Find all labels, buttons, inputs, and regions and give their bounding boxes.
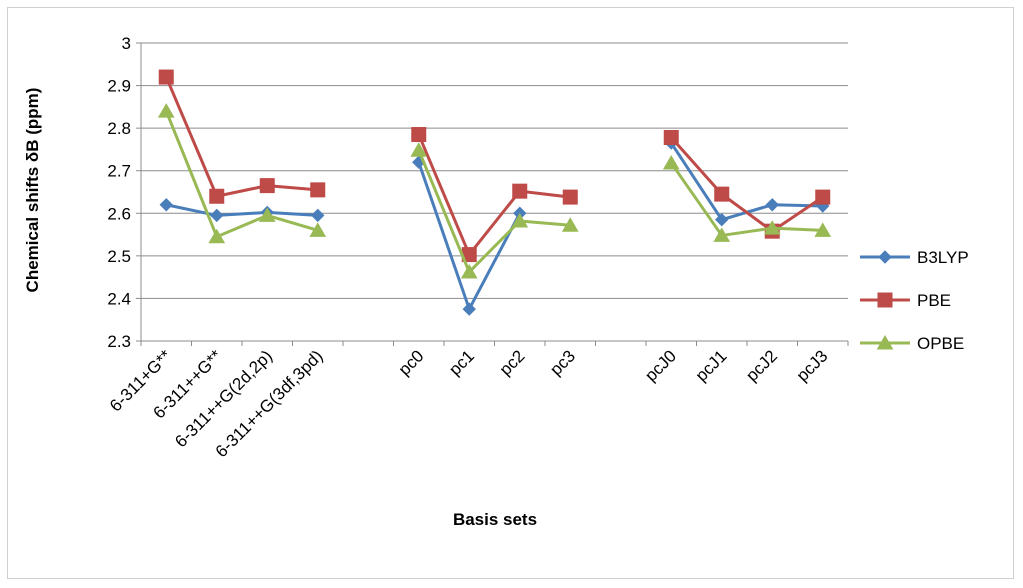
- data-point: [258, 207, 276, 222]
- series-line: [164, 76, 318, 198]
- series-b3lyp: [159, 136, 830, 316]
- data-point: [410, 142, 428, 157]
- data-point: [309, 222, 327, 237]
- x-tick-label: pcJ2: [742, 346, 781, 385]
- data-point: [310, 182, 326, 198]
- data-point: [765, 198, 779, 212]
- series-lines: [157, 69, 832, 316]
- data-point: [159, 198, 173, 212]
- data-point: [210, 208, 224, 223]
- y-tick-label: 2.3: [107, 332, 131, 351]
- x-tick-label: pc3: [546, 346, 579, 379]
- data-point: [814, 222, 832, 237]
- legend-item-pbe: PBE: [860, 291, 951, 310]
- legend-label: OPBE: [917, 334, 964, 353]
- data-point: [158, 69, 174, 85]
- data-point: [259, 178, 275, 194]
- data-point: [208, 228, 226, 244]
- series-line: [669, 142, 823, 222]
- series-opbe: [157, 103, 832, 279]
- legend: B3LYP PBE OPBE: [860, 248, 969, 353]
- series-line: [417, 149, 571, 274]
- data-point: [311, 208, 325, 223]
- x-tick-label: pcJ1: [692, 346, 731, 385]
- x-tick-label: pc2: [496, 346, 529, 379]
- y-tick-label: 2.6: [107, 204, 131, 223]
- data-point: [157, 103, 175, 118]
- data-point: [715, 212, 729, 227]
- data-point: [562, 189, 578, 205]
- x-tick-label: pc1: [445, 346, 478, 379]
- y-tick-label: 2.4: [107, 289, 131, 308]
- data-point: [714, 186, 730, 202]
- y-tick-label: 2.8: [107, 119, 131, 138]
- gridlines: [141, 42, 848, 299]
- y-tick-label: 2.7: [107, 162, 131, 181]
- legend-marker: [877, 292, 893, 308]
- series-line: [417, 133, 571, 257]
- data-point: [462, 302, 476, 316]
- legend-marker: [878, 250, 892, 264]
- x-axis-title: Basis sets: [453, 510, 537, 529]
- chart-frame: [7, 7, 1014, 579]
- data-point: [511, 212, 529, 228]
- legend-marker: [876, 334, 894, 350]
- data-point: [460, 264, 478, 279]
- data-point: [815, 189, 831, 205]
- y-tick-label: 3: [122, 34, 131, 53]
- series-line: [670, 162, 823, 237]
- legend-item-opbe: OPBE: [860, 334, 964, 353]
- data-point: [662, 155, 680, 170]
- x-tick-label: pcJ0: [641, 346, 680, 385]
- x-tick-label: pcJ3: [793, 346, 832, 385]
- data-point: [713, 227, 731, 242]
- data-point: [512, 183, 528, 199]
- y-axis-title: Chemical shifts δB (ppm): [23, 88, 42, 293]
- x-tick-label: pc0: [395, 346, 428, 379]
- legend-item-b3lyp: B3LYP: [860, 248, 969, 267]
- axes: [136, 42, 849, 346]
- series-line: [164, 110, 319, 239]
- data-point: [763, 220, 781, 235]
- data-point: [561, 217, 579, 232]
- series-line: [670, 136, 824, 233]
- legend-label: B3LYP: [917, 248, 969, 267]
- data-point: [209, 188, 225, 204]
- data-point: [411, 127, 427, 143]
- series-line: [165, 203, 318, 217]
- y-tick-label: 2.5: [107, 247, 131, 266]
- y-tick-label: 2.9: [107, 77, 131, 96]
- data-point: [663, 130, 679, 146]
- legend-label: PBE: [917, 291, 951, 310]
